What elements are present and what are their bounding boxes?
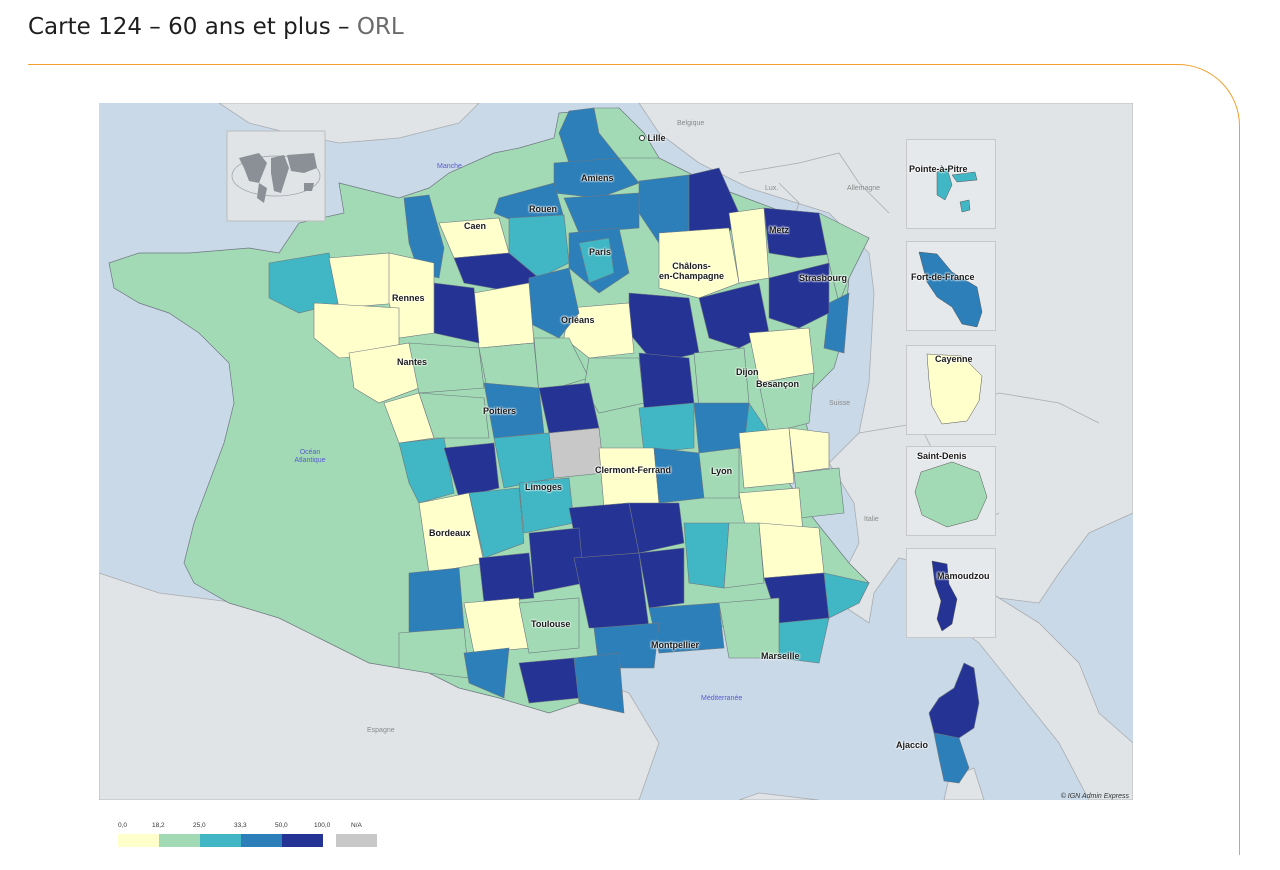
inset-mayotte: Mamoudzou xyxy=(906,548,996,638)
legend-tick: 100,0 xyxy=(314,822,331,829)
legend-swatch-na xyxy=(336,834,377,847)
legend-swatch-class3 xyxy=(200,834,241,847)
city-label-clermont: Clermont-Ferrand xyxy=(595,465,672,475)
map-copyright: © IGN Admin Express xyxy=(1060,793,1129,800)
inset-guyane: Cayenne xyxy=(906,345,996,435)
city-label-chalons: Châlons- en-Champagne xyxy=(659,261,725,281)
city-label-dijon: Dijon xyxy=(736,367,759,377)
city-label-montpellier: Montpellier xyxy=(651,640,700,650)
page-title: Carte 124 – 60 ans et plus – ORL xyxy=(28,14,404,40)
title-accent: ORL xyxy=(356,14,404,40)
sea-label-mediterranee: Méditerranée xyxy=(701,695,743,702)
city-label-limoges: Limoges xyxy=(525,482,563,492)
corner-divider xyxy=(1178,64,1240,126)
country-label-lux: Lux. xyxy=(765,185,779,192)
choropleth-map: Manche Océan Atlantique Méditerranée Bel… xyxy=(99,103,1133,800)
legend-tick: 50,0 xyxy=(275,822,288,829)
sea-label-atlantique: Océan Atlantique xyxy=(294,449,326,464)
city-label-rouen: Rouen xyxy=(529,204,557,214)
title-main: Carte 124 – 60 ans et plus – xyxy=(28,14,357,40)
africa-land xyxy=(738,792,820,800)
legend-tick: 25,0 xyxy=(193,822,206,829)
country-label-italie: Italie xyxy=(864,516,879,523)
legend-swatch-class4 xyxy=(241,834,282,847)
inset-label-mayotte: Mamoudzou xyxy=(937,571,990,581)
right-divider xyxy=(1239,125,1240,855)
city-label-rennes: Rennes xyxy=(392,293,425,303)
city-label-bordeaux: Bordeaux xyxy=(429,528,471,538)
legend-swatch-class1 xyxy=(118,834,159,847)
city-label-paris: Paris xyxy=(589,247,612,257)
city-label-toulouse: Toulouse xyxy=(531,619,571,629)
inset-reunion: Saint-Denis xyxy=(906,446,996,536)
city-label-strasbourg: Strasbourg xyxy=(799,273,848,283)
country-label-espagne: Espagne xyxy=(367,727,395,734)
legend-tick: 33,3 xyxy=(234,822,247,829)
legend-swatch-class2 xyxy=(159,834,200,847)
inset-martinique: Fort-de-France xyxy=(906,241,996,331)
map-svg xyxy=(99,103,1133,800)
country-label-belgique: Belgique xyxy=(677,120,705,127)
country-label-suisse: Suisse xyxy=(829,400,851,407)
city-label-besancon: Besançon xyxy=(756,379,800,389)
england-land xyxy=(218,103,480,144)
top-divider xyxy=(28,64,1178,65)
legend-swatch-class5 xyxy=(282,834,323,847)
city-label-marseille: Marseille xyxy=(761,651,800,661)
inset-label-reunion: Saint-Denis xyxy=(917,451,967,461)
inset-label-guadeloupe: Pointe-à-Pitre xyxy=(909,164,968,174)
legend-tick: 0,0 xyxy=(118,822,128,829)
legend-ticks: 0,0 18,2 25,0 33,3 50,0 100,0 N/A xyxy=(118,822,398,832)
departments xyxy=(268,107,870,714)
inset-label-guyane: Cayenne xyxy=(935,354,973,364)
country-label-allemagne: Allemagne xyxy=(847,185,881,192)
inset-guadeloupe: Pointe-à-Pitre xyxy=(906,139,996,229)
city-label-lyon: Lyon xyxy=(711,466,733,476)
city-label-amiens: Amiens xyxy=(581,173,614,183)
legend-tick: 18,2 xyxy=(152,822,165,829)
city-label-caen: Caen xyxy=(464,221,487,231)
city-label-metz: Metz xyxy=(769,225,789,235)
sea-label-manche: Manche xyxy=(437,163,462,170)
city-label-poitiers: Poitiers xyxy=(483,406,517,416)
city-label-ajaccio: Ajaccio xyxy=(896,740,929,750)
city-label-nantes: Nantes xyxy=(397,357,428,367)
city-label-lille: Lille xyxy=(639,133,666,143)
map-legend: 0,0 18,2 25,0 33,3 50,0 100,0 N/A xyxy=(118,822,398,847)
inset-label-martinique: Fort-de-France xyxy=(911,272,975,282)
legend-na-label: N/A xyxy=(351,822,362,829)
city-label-orleans: Orléans xyxy=(561,315,595,325)
